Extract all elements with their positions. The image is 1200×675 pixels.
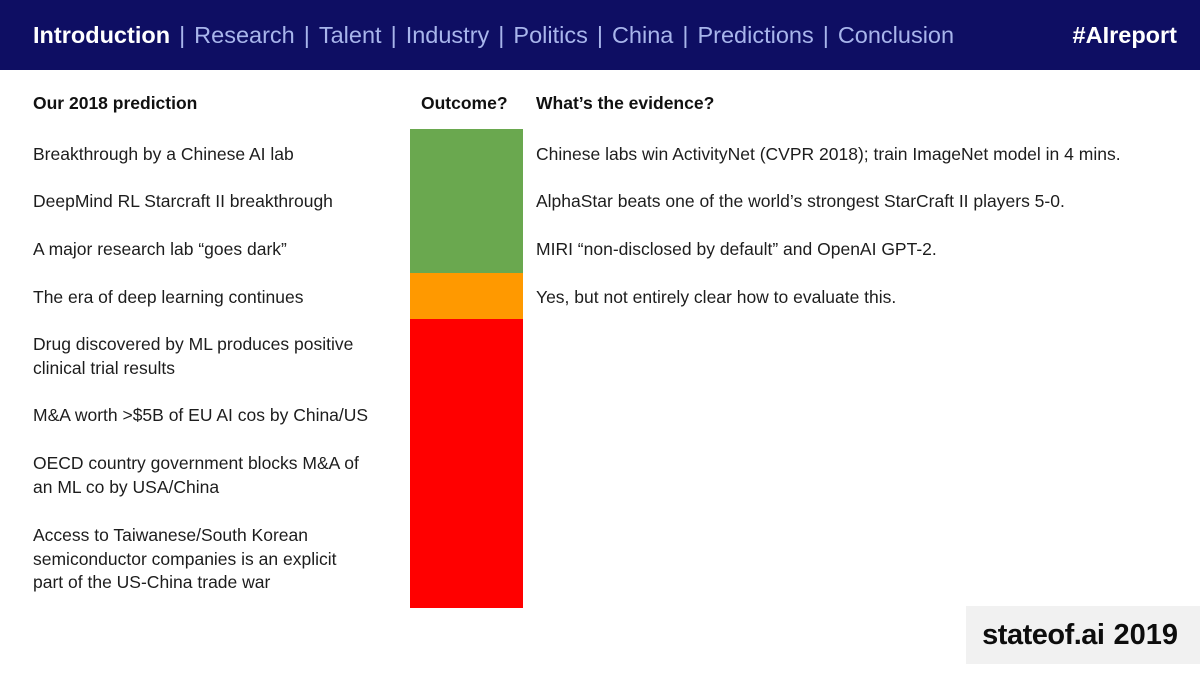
prediction-row: The era of deep learning continues: [33, 287, 304, 307]
nav-separator: |: [179, 21, 186, 48]
nav-item-china[interactable]: China: [611, 21, 674, 48]
prediction-row: A major research lab “goes dark”: [33, 239, 287, 259]
nav-item-industry[interactable]: Industry: [405, 21, 490, 48]
nav-item-predictions[interactable]: Predictions: [697, 21, 814, 48]
evidence-row: Yes, but not entirely clear how to evalu…: [536, 287, 897, 307]
outcome-segment-not-achieved: [410, 319, 523, 608]
prediction-row: Access to Taiwanese/South Korean semicon…: [33, 525, 337, 592]
nav-item-conclusion[interactable]: Conclusion: [837, 21, 955, 48]
stateofai-logo: stateof.ai 2019: [966, 606, 1200, 664]
prediction-row: Drug discovered by ML produces positive …: [33, 334, 354, 378]
logo-year: 2019: [1113, 618, 1178, 651]
nav-separator: |: [682, 21, 689, 48]
prediction-row: DeepMind RL Starcraft II breakthrough: [33, 191, 333, 211]
evidence-row: Chinese labs win ActivityNet (CVPR 2018)…: [536, 144, 1121, 164]
outcome-bar: [410, 129, 523, 608]
prediction-row: M&A worth >$5B of EU AI cos by China/US: [33, 405, 369, 425]
prediction-row: OECD country government blocks M&A of an…: [33, 453, 359, 497]
outcome-segment-partial: [410, 273, 523, 319]
evidence-row: AlphaStar beats one of the world’s stron…: [536, 191, 1065, 211]
nav-item-talent[interactable]: Talent: [318, 21, 382, 48]
nav-separator: |: [498, 21, 505, 48]
evidence-row: MIRI “non-disclosed by default” and Open…: [536, 239, 937, 259]
column-header-prediction: Our 2018 prediction: [33, 93, 198, 113]
column-header-outcome: Outcome?: [421, 93, 508, 113]
section-nav: Introduction | Research | Talent | Indus…: [33, 22, 954, 49]
nav-separator: |: [390, 21, 397, 48]
hashtag-label: #AIreport: [1072, 21, 1177, 48]
outcome-segment-achieved: [410, 129, 523, 273]
nav-separator: |: [303, 21, 310, 48]
nav-separator: |: [822, 21, 829, 48]
logo-text: stateof.ai: [982, 618, 1105, 651]
nav-item-introduction[interactable]: Introduction: [33, 21, 171, 48]
nav-item-politics[interactable]: Politics: [513, 21, 588, 48]
nav-separator: |: [596, 21, 603, 48]
prediction-row: Breakthrough by a Chinese AI lab: [33, 144, 294, 164]
top-nav-bar: Introduction | Research | Talent | Indus…: [0, 0, 1200, 70]
column-header-evidence: What’s the evidence?: [536, 93, 715, 113]
nav-item-research[interactable]: Research: [194, 21, 295, 48]
